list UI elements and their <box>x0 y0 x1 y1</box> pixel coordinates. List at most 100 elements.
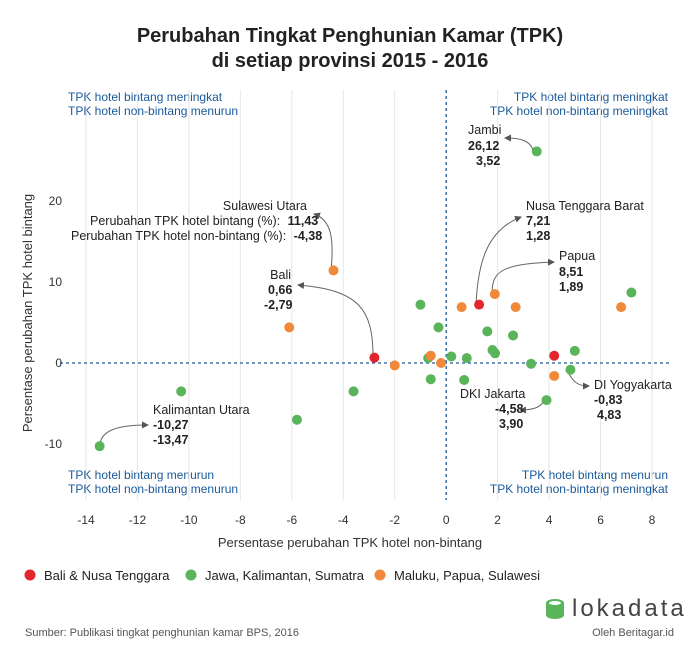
legend-marker-bali-nusa-tenggara <box>24 569 36 581</box>
lokadata-logo-icon <box>546 599 564 619</box>
brand-sub: Oleh Beritagar.id <box>592 627 674 639</box>
chart-title-line-1: Perubahan Tingkat Penghunian Kamar (TPK) <box>137 25 563 47</box>
x-tick-label: -14 <box>77 513 95 527</box>
legend-marker-maluku-papua-sulawesi <box>374 569 386 581</box>
annotation-bali-value-2: -2,79 <box>264 298 293 312</box>
point-series-2 <box>482 326 493 337</box>
point-series-3 <box>389 360 400 371</box>
annotation-papua: Papua 8,51 1,89 <box>559 249 595 294</box>
quadrant-bottom-right-line-2: TPK hotel non-bintang meningkat <box>490 482 669 496</box>
quadrant-top-left-line-1: TPK hotel bintang meningkat <box>68 90 223 104</box>
x-axis-label: Persentase perubahan TPK hotel non-binta… <box>218 535 482 550</box>
point-series-1 <box>549 350 560 361</box>
y-tick-label: 0 <box>55 356 62 370</box>
chart-title-line-2: di setiap provinsi 2015 - 2016 <box>212 50 489 72</box>
point-series-3 <box>328 265 339 276</box>
point-series-2 <box>490 348 501 359</box>
y-tick-label: 10 <box>49 275 63 289</box>
x-tick-label: 6 <box>597 513 604 527</box>
x-tick-label: -4 <box>338 513 349 527</box>
annotation-di-yogyakarta-value-1: -0,83 <box>594 393 623 407</box>
point-series-3 <box>456 302 467 313</box>
arrow-papua <box>491 258 555 295</box>
point-series-3 <box>436 358 447 368</box>
annotation-sulawesi-utara-line-1: Perubahan TPK hotel bintang (%): 11,43 <box>90 214 318 228</box>
annotation-papua-name: Papua <box>559 249 595 263</box>
annotation-ntb: Nusa Tenggara Barat 7,21 1,28 <box>526 199 644 243</box>
point-series-3 <box>284 322 295 333</box>
y-tick-label: 20 <box>49 194 63 208</box>
arrow-sulawesi-utara <box>313 212 333 272</box>
annotation-di-yogyakarta: DI Yogyakarta -0,83 4,83 <box>594 378 672 422</box>
x-tick-label: 8 <box>649 513 656 527</box>
legend: Bali & Nusa Tenggara Jawa, Kalimantan, S… <box>24 568 540 583</box>
point-series-2 <box>508 330 519 341</box>
arrow-ntb <box>475 215 522 306</box>
annotation-dki-jakarta-name: DKI Jakarta <box>460 387 525 401</box>
point-series-2 <box>446 351 457 362</box>
arrow-dki-jakarta <box>519 401 544 414</box>
zero-lines <box>60 90 672 500</box>
point-series-2 <box>461 353 472 364</box>
x-tick-label: -6 <box>286 513 297 527</box>
annotation-sulawesi-utara-value-2: -4,38 <box>294 229 323 243</box>
arrow-jambi <box>504 134 535 155</box>
annotation-bali: Bali 0,66 -2,79 <box>264 268 293 312</box>
annotation-bali-name: Bali <box>270 268 291 282</box>
quadrant-bottom-right-line-1: TPK hotel bintang menurun <box>522 468 668 482</box>
point-series-2 <box>459 375 470 386</box>
annotation-sulawesi-utara-label-2: Perubahan TPK hotel non-bintang (%): <box>71 229 286 243</box>
annotation-sulawesi-utara: Sulawesi Utara Perubahan TPK hotel binta… <box>71 199 322 243</box>
annotation-jambi-name: Jambi <box>468 123 501 137</box>
legend-label-bali-nusa-tenggara: Bali & Nusa Tenggara <box>44 568 170 583</box>
y-tick-label: -10 <box>45 437 63 451</box>
annotation-dki-jakarta-value-2: 3,90 <box>499 417 523 431</box>
quadrant-bottom-left-line-2: TPK hotel non-bintang menurun <box>68 482 238 496</box>
x-tick-label: -2 <box>389 513 400 527</box>
quadrant-bottom-left-line-1: TPK hotel bintang menurun <box>68 468 214 482</box>
point-series-3 <box>510 302 521 313</box>
lokadata-logo: lokadata Oleh Beritagar.id <box>546 595 684 639</box>
quadrant-top-right-line-2: TPK hotel non-bintang meningkat <box>490 104 669 118</box>
annotation-sulawesi-utara-label-1: Perubahan TPK hotel bintang (%): <box>90 214 280 228</box>
point-series-2 <box>531 146 542 157</box>
point-series-2 <box>415 299 426 310</box>
point-series-2 <box>291 414 302 425</box>
point-series-2 <box>176 386 187 397</box>
y-axis-label: Persentase perubahan TPK hotel bintang <box>20 194 35 432</box>
annotation-papua-value-1: 8,51 <box>559 265 583 279</box>
x-tick-label: -8 <box>235 513 246 527</box>
annotation-dki-jakarta-value-1: -4,58 <box>495 402 524 416</box>
annotation-kalimantan-utara: Kalimantan Utara -10,27 -13,47 <box>153 403 250 447</box>
annotation-sulawesi-utara-name: Sulawesi Utara <box>223 199 307 213</box>
point-series-3 <box>425 350 436 361</box>
legend-marker-jawa-kalimantan-sumatra <box>185 569 197 581</box>
annotation-kalimantan-utara-value-1: -10,27 <box>153 418 188 432</box>
x-tick-label: -12 <box>129 513 147 527</box>
point-series-2 <box>541 395 552 406</box>
point-series-2 <box>565 364 576 375</box>
annotation-dki-jakarta: DKI Jakarta -4,58 3,90 <box>460 387 525 431</box>
arrow-kalimantan-utara <box>99 421 149 445</box>
x-tick-label: 0 <box>443 513 450 527</box>
x-tick-labels: -14 -12 -10 -8 -6 -4 -2 0 2 4 6 8 <box>77 513 655 527</box>
point-series-2 <box>94 441 105 452</box>
y-tick-labels: -10 0 10 20 <box>45 194 63 451</box>
point-series-2 <box>626 287 637 298</box>
annotation-jambi: Jambi 26,12 3,52 <box>468 123 501 168</box>
point-series-2 <box>348 386 359 397</box>
legend-label-jawa-kalimantan-sumatra: Jawa, Kalimantan, Sumatra <box>205 568 365 583</box>
x-tick-label: 2 <box>494 513 501 527</box>
x-tick-label: -10 <box>180 513 198 527</box>
source-note: Sumber: Publikasi tingkat penghunian kam… <box>25 627 299 639</box>
annotation-papua-value-2: 1,89 <box>559 280 583 294</box>
point-series-3 <box>489 289 500 300</box>
point-series-2 <box>569 345 580 356</box>
point-series-2 <box>433 322 444 333</box>
data-points <box>94 146 637 452</box>
annotation-ntb-value-2: 1,28 <box>526 229 550 243</box>
annotation-jambi-value-2: 3,52 <box>476 154 500 168</box>
quadrant-top-right-line-1: TPK hotel bintang meningkat <box>514 90 669 104</box>
annotation-di-yogyakarta-value-2: 4,83 <box>597 408 621 422</box>
